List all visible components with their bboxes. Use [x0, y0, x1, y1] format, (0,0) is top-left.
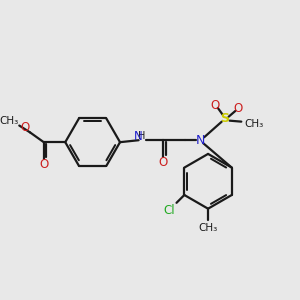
Text: Cl: Cl	[163, 204, 175, 217]
Text: CH₃: CH₃	[244, 118, 264, 129]
Text: H: H	[138, 131, 145, 141]
Text: O: O	[20, 121, 30, 134]
Text: S: S	[220, 112, 229, 125]
Text: O: O	[39, 158, 48, 171]
Text: O: O	[234, 102, 243, 116]
Text: O: O	[158, 156, 168, 169]
Text: N: N	[196, 134, 205, 147]
Text: N: N	[134, 130, 143, 143]
Text: CH₃: CH₃	[0, 116, 19, 126]
Text: CH₃: CH₃	[198, 223, 218, 233]
Text: O: O	[210, 98, 220, 112]
